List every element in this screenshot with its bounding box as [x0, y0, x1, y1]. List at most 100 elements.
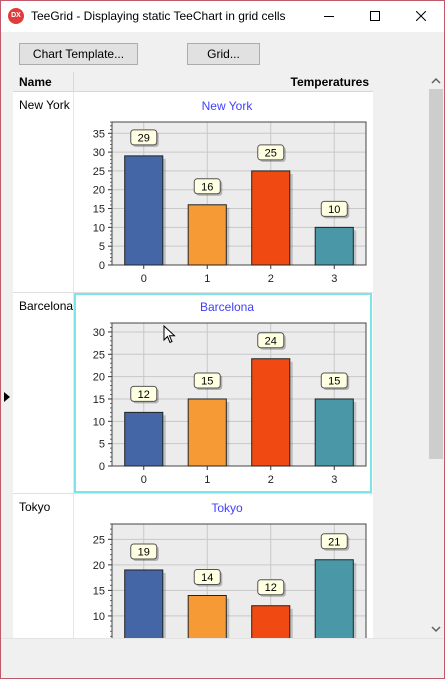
bar-chart: Tokyo0510152025190141122213	[93, 501, 367, 638]
y-tick-label: 5	[99, 439, 105, 451]
vertical-scrollbar[interactable]	[428, 72, 444, 638]
column-divider	[73, 92, 74, 638]
bar	[251, 605, 291, 638]
data-label-box	[193, 569, 221, 585]
row-divider	[13, 493, 373, 494]
x-tick-label: 3	[331, 273, 337, 285]
bar-chart: Barcelona 0 5 10 15 20 25 30 12 0 15 1 24 2 15 3	[93, 300, 367, 486]
y-tick-label: 15	[93, 204, 105, 216]
table-row[interactable]: TokyoTokyo0510152025190141122213	[13, 494, 373, 638]
data-label: 16	[201, 181, 213, 193]
y-tick-label: 0	[99, 461, 105, 473]
data-label: 14	[201, 572, 213, 584]
plot-frame	[111, 523, 367, 638]
y-tick-label: 25	[93, 166, 105, 178]
x-tick-label: 1	[204, 474, 210, 486]
x-tick-label: 0	[141, 273, 147, 285]
plot-frame	[111, 121, 367, 266]
bar	[187, 398, 227, 467]
chart-cell[interactable]: Barcelona 0 5 10 15 20 25 30 12 0 15 1 24 2 15 3	[74, 293, 372, 493]
cell-name: Barcelona	[19, 299, 74, 313]
chart-cell[interactable]: New York 0 5 10 15 20 25 30 35 29 0 16 1 25 2 10 3	[74, 92, 372, 292]
table-row[interactable]: New York New York 0 5 10 15 20 25 30 35 29 0 16 1 25 2 1…	[13, 92, 373, 293]
row-divider	[13, 292, 373, 293]
y-tick-label: 35	[93, 128, 105, 140]
tee-grid[interactable]: Name Temperatures New York New York 0 5 10 15…	[1, 72, 444, 638]
bar	[314, 398, 354, 467]
data-label: 25	[265, 147, 277, 159]
data-label-box	[130, 543, 158, 560]
data-label-box	[257, 144, 285, 161]
scroll-down-icon[interactable]	[431, 624, 441, 634]
close-button[interactable]	[398, 1, 444, 32]
y-tick-label: 10	[93, 222, 105, 234]
x-tick-label: 0	[141, 474, 147, 486]
y-tick-label: 20	[93, 185, 105, 197]
bar	[251, 170, 291, 266]
plot-frame	[111, 322, 367, 467]
data-label: 10	[328, 204, 340, 216]
data-label: 15	[328, 375, 340, 387]
x-tick-label: 1	[204, 273, 210, 285]
data-label-box	[320, 200, 348, 217]
chart-title: New York	[202, 99, 254, 113]
x-tick-label: 3	[331, 474, 337, 486]
data-label: 29	[138, 132, 150, 144]
close-icon	[416, 11, 426, 21]
scrollbar-thumb[interactable]	[429, 89, 443, 459]
data-label-box	[130, 385, 158, 402]
cell-name: New York	[19, 98, 70, 112]
bar	[314, 559, 354, 638]
data-label: 12	[265, 582, 277, 594]
y-tick-label: 20	[93, 560, 105, 572]
table-row[interactable]: Barcelona Barcelona 0 5 10 15 20 25 30 12 0 15 1 24 2 1…	[13, 293, 373, 494]
bar	[314, 226, 354, 266]
data-label: 21	[328, 536, 340, 548]
mouse-cursor-icon	[163, 325, 176, 344]
data-label-box	[257, 332, 285, 349]
window-title: TeeGrid - Displaying static TeeChart in …	[31, 9, 286, 23]
cell-name: Tokyo	[19, 500, 51, 514]
grid-settings-button[interactable]: Grid...	[187, 43, 260, 65]
x-tick-label: 2	[268, 474, 274, 486]
data-label-box	[257, 579, 285, 596]
bar	[187, 204, 227, 266]
y-tick-label: 20	[93, 372, 105, 384]
data-label-box	[193, 372, 221, 389]
y-tick-label: 5	[99, 241, 105, 253]
maximize-icon	[370, 11, 380, 21]
maximize-button[interactable]	[352, 1, 398, 32]
data-label-box	[320, 372, 348, 389]
y-tick-label: 30	[93, 327, 105, 339]
y-tick-label: 5	[99, 636, 105, 638]
data-label: 24	[265, 335, 277, 347]
y-tick-label: 30	[93, 147, 105, 159]
current-row-pointer-icon	[4, 392, 10, 402]
y-tick-label: 0	[99, 260, 105, 272]
grid-header: Name Temperatures	[13, 72, 373, 92]
bar	[124, 155, 164, 266]
chart-title: Tokyo	[211, 501, 243, 515]
toolbar: Chart Template... Grid...	[1, 32, 444, 72]
minimize-icon	[324, 16, 334, 17]
chart-template-button[interactable]: Chart Template...	[19, 43, 138, 65]
x-tick-label: 2	[268, 273, 274, 285]
bar	[251, 358, 291, 467]
header-divider	[73, 72, 74, 92]
minimize-button[interactable]	[306, 1, 352, 32]
bar	[124, 569, 164, 638]
column-header-temperatures[interactable]: Temperatures	[290, 75, 369, 89]
scroll-up-icon[interactable]	[431, 76, 441, 86]
data-label: 15	[201, 375, 213, 387]
y-tick-label: 10	[93, 611, 105, 623]
grid-empty-area	[373, 72, 428, 638]
data-label-box	[130, 129, 158, 146]
title-bar: DX TeeGrid - Displaying static TeeChart …	[1, 1, 444, 32]
chart-cell[interactable]: Tokyo0510152025190141122213	[74, 494, 372, 638]
data-label-box	[320, 533, 348, 550]
column-header-name[interactable]: Name	[19, 75, 52, 89]
data-label: 19	[138, 546, 150, 558]
data-label: 12	[138, 389, 150, 401]
app-logo-icon: DX	[8, 8, 24, 24]
